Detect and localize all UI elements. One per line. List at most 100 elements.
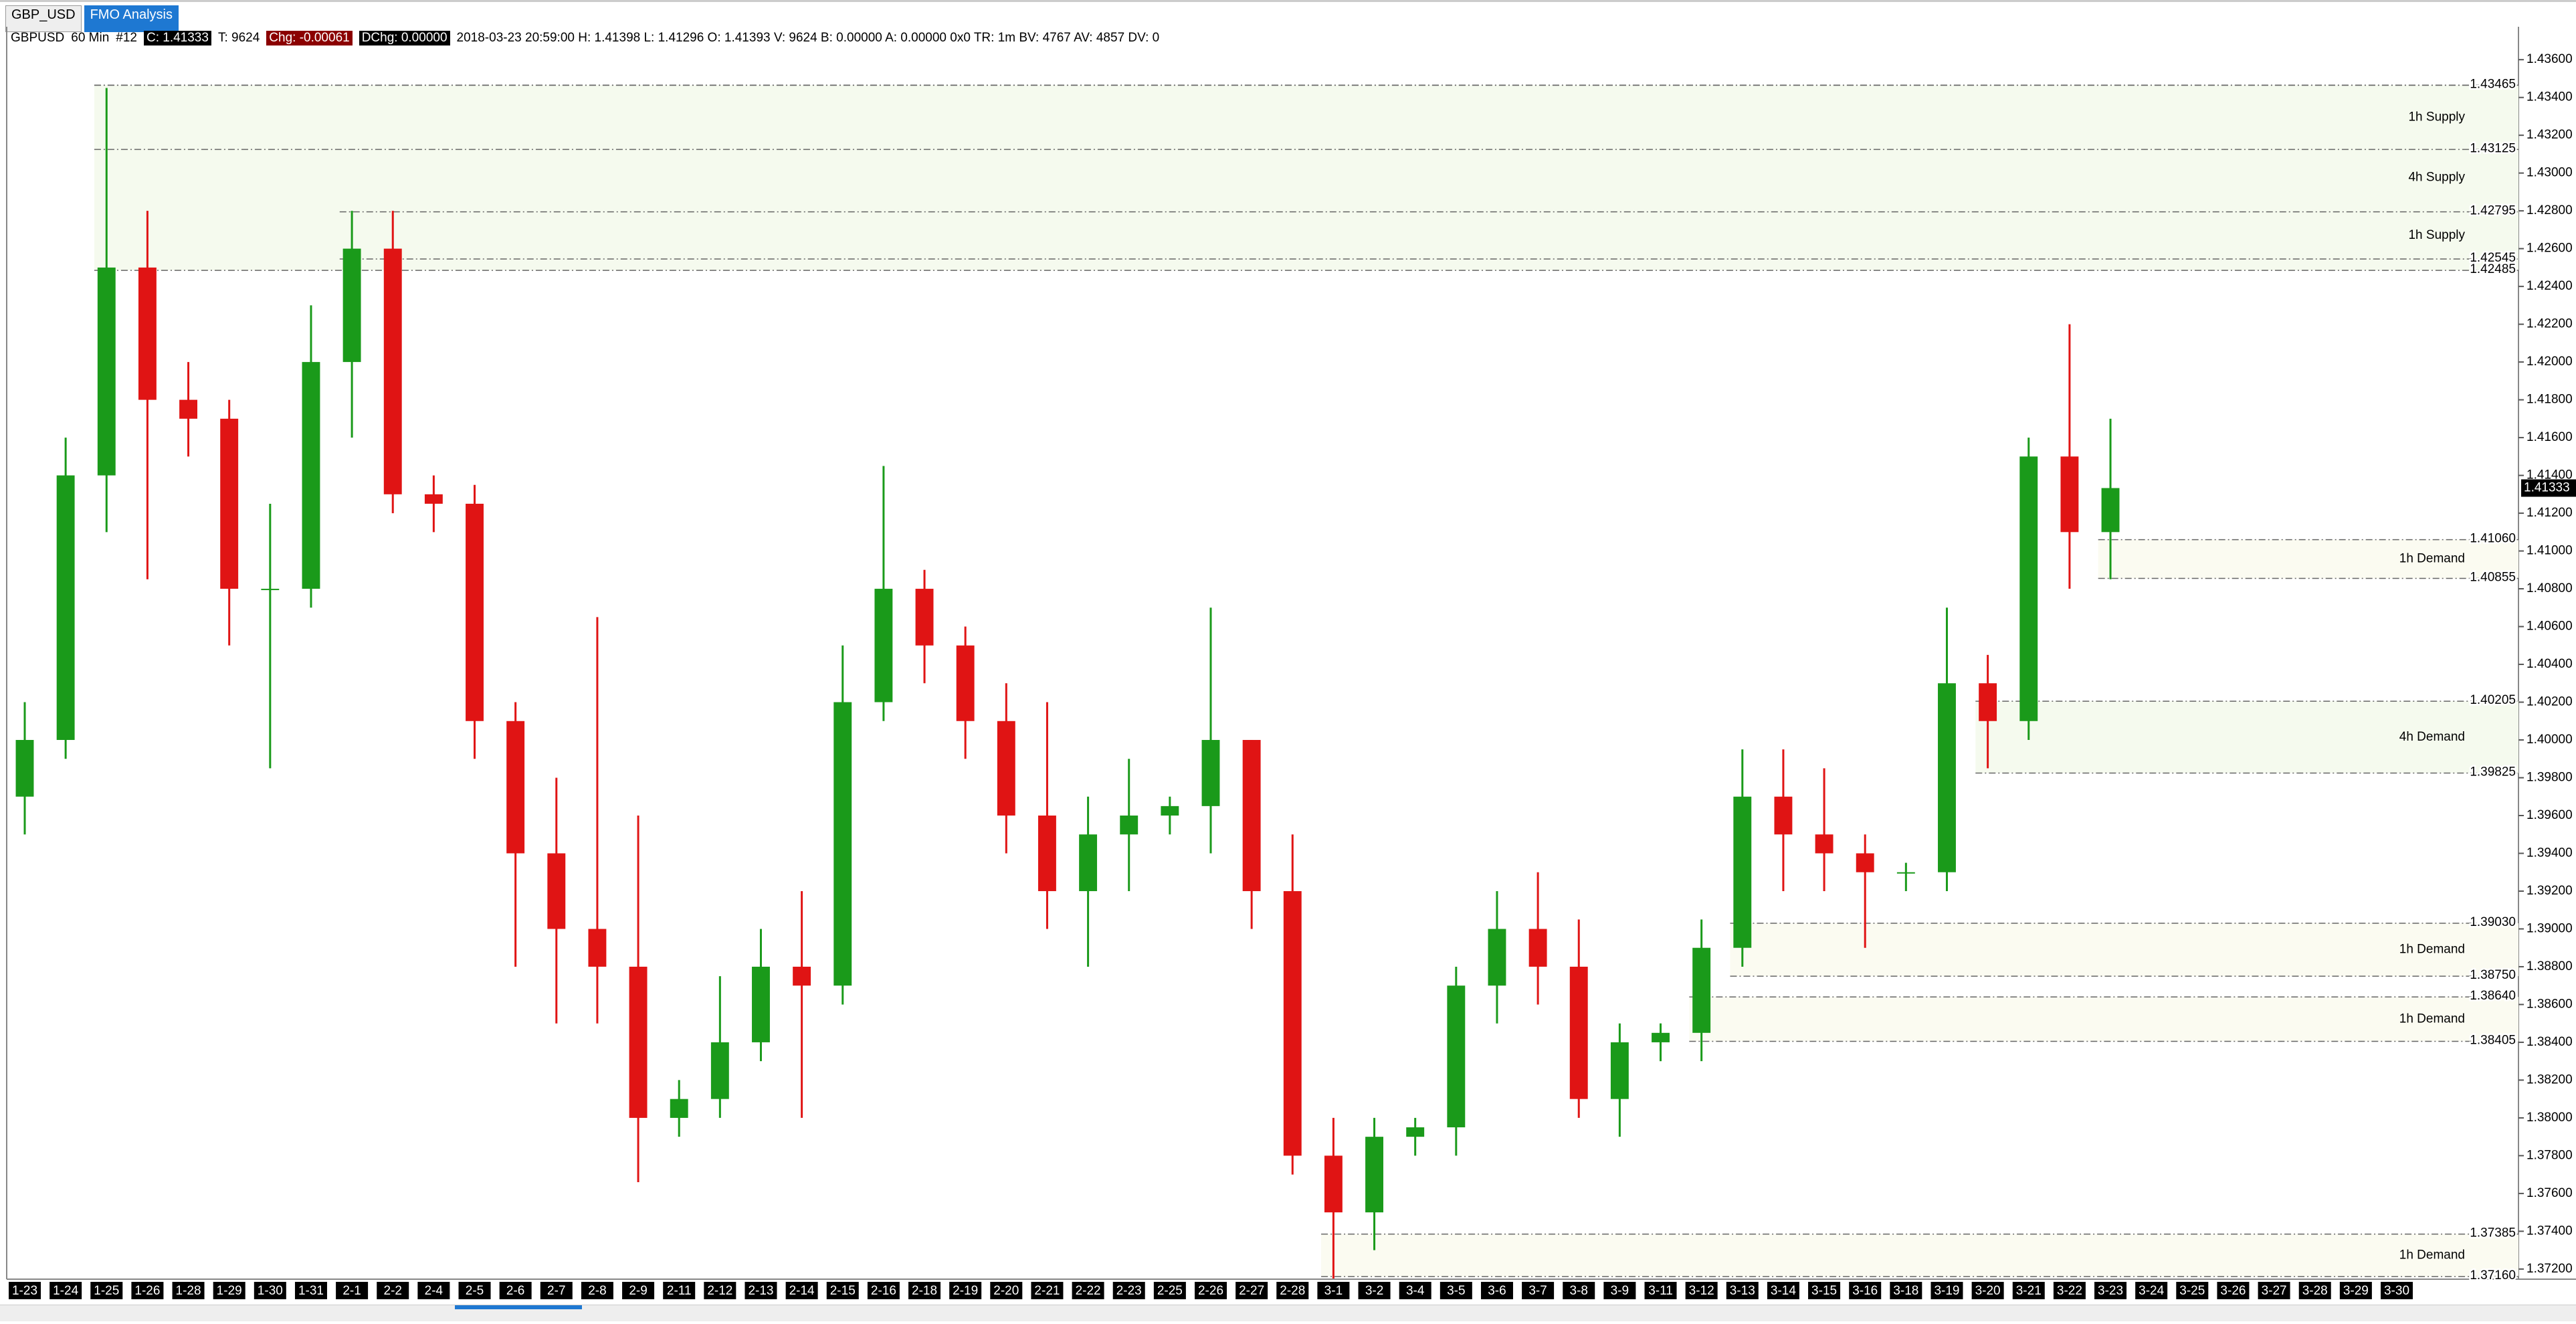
scroll-thumb[interactable] (455, 1305, 582, 1309)
date-label-bg (1317, 1282, 1350, 1299)
date-label-bg (2176, 1282, 2209, 1299)
zone (1321, 1234, 2518, 1277)
date-label: 3-14 (1771, 1284, 1796, 1298)
date-label: 3-26 (2220, 1284, 2246, 1298)
candle-body (179, 399, 198, 419)
candle-body (1242, 740, 1261, 891)
tab-bar: GBP_USD FMO Analysis (0, 0, 179, 32)
date-label: 1-30 (258, 1284, 283, 1298)
y-tick-label: 1.41200 (2527, 506, 2573, 520)
candle-body (1692, 947, 1711, 1033)
date-label-bg (1112, 1282, 1145, 1299)
date-label: 2-6 (506, 1284, 524, 1298)
date-label: 3-29 (2343, 1284, 2369, 1298)
date-label: 2-9 (629, 1284, 647, 1298)
zone-name: 1h Demand (2399, 943, 2465, 957)
date-label-bg (1563, 1282, 1595, 1299)
candle-body (1528, 929, 1547, 967)
y-tick-label: 1.42000 (2527, 355, 2573, 369)
candle-body (670, 1099, 688, 1118)
y-tick-label: 1.37400 (2527, 1224, 2573, 1238)
candle-body (1324, 1155, 1343, 1213)
date-label: 2-4 (425, 1284, 443, 1298)
y-tick-label: 1.39600 (2527, 808, 2573, 822)
candle-body (793, 966, 811, 986)
candle-body (2101, 488, 2120, 533)
candle-body (1569, 966, 1588, 1099)
candle-body (1161, 806, 1179, 816)
date-label-bg (2217, 1282, 2250, 1299)
date-label-bg (294, 1282, 327, 1299)
candle-body (1938, 683, 1956, 872)
y-tick-label: 1.39400 (2527, 846, 2573, 860)
date-label: 3-1 (1324, 1284, 1343, 1298)
date-label: 3-23 (2098, 1284, 2123, 1298)
date-label-bg (2012, 1282, 2045, 1299)
date-label-bg (867, 1282, 900, 1299)
date-label-bg (213, 1282, 245, 1299)
date-label-bg (1685, 1282, 1718, 1299)
date-label-bg (540, 1282, 573, 1299)
date-label-bg (1399, 1282, 1431, 1299)
candle-body (97, 267, 116, 476)
date-label-bg (49, 1282, 82, 1299)
y-tick-label: 1.40000 (2527, 733, 2573, 747)
date-label: 3-7 (1528, 1284, 1547, 1298)
y-tick-label: 1.40600 (2527, 620, 2573, 634)
y-tick-label: 1.42200 (2527, 317, 2573, 331)
zone-level-label: 1.37385 (2470, 1226, 2516, 1240)
date-label-bg (1644, 1282, 1677, 1299)
date-label: 3-25 (2179, 1284, 2205, 1298)
candle-body (302, 362, 320, 589)
candle-body (1733, 796, 1752, 948)
date-label-bg (990, 1282, 1023, 1299)
date-label-bg (417, 1282, 450, 1299)
change: Chg: -0.00061 (266, 31, 353, 45)
date-label: 1-25 (94, 1284, 119, 1298)
date-label-bg (172, 1282, 205, 1299)
candle-body (2019, 456, 2038, 721)
zone-level-label: 1.42485 (2470, 262, 2516, 276)
y-tick-label: 1.38200 (2527, 1072, 2573, 1086)
y-tick-label: 1.42600 (2527, 242, 2573, 256)
zone (94, 85, 2518, 150)
y-tick-label: 1.37600 (2527, 1186, 2573, 1200)
date-label-bg (1153, 1282, 1186, 1299)
y-tick-label: 1.39200 (2527, 884, 2573, 898)
tab[interactable]: FMO Analysis (84, 5, 179, 32)
date-label-bg (254, 1282, 286, 1299)
zone-level-label: 1.39825 (2470, 765, 2516, 779)
date-label: 2-14 (789, 1284, 815, 1298)
candle-body (1447, 985, 1466, 1128)
zone-level-label: 1.42545 (2470, 251, 2516, 265)
date-label: 2-5 (466, 1284, 484, 1298)
zone-level-label: 1.43465 (2470, 77, 2516, 91)
date-label: 1-29 (217, 1284, 242, 1298)
date-label-bg (1930, 1282, 1963, 1299)
date-label: 1-28 (176, 1284, 201, 1298)
zone-name: 1h Demand (2399, 1248, 2465, 1262)
y-tick-label: 1.41600 (2527, 430, 2573, 444)
date-label-bg (704, 1282, 736, 1299)
date-label: 2-2 (384, 1284, 402, 1298)
date-label-bg (499, 1282, 532, 1299)
date-label: 3-19 (1934, 1284, 1959, 1298)
y-tick-label: 1.43600 (2527, 52, 2573, 66)
date-label-bg (1235, 1282, 1268, 1299)
date-label: 2-13 (748, 1284, 773, 1298)
candle-body (383, 248, 402, 494)
date-label: 3-21 (2016, 1284, 2042, 1298)
scrollbar[interactable] (0, 1305, 2576, 1321)
date-label-bg (1276, 1282, 1309, 1299)
zone-name: 4h Demand (2399, 730, 2465, 744)
date-label-bg (1849, 1282, 1882, 1299)
date-label: 3-12 (1689, 1284, 1714, 1298)
tab[interactable]: GBP_USD (5, 5, 82, 32)
candle-body (1488, 929, 1506, 986)
candle-body (220, 418, 239, 589)
zone-level-label: 1.43125 (2470, 141, 2516, 155)
date-label: 3-11 (1648, 1284, 1673, 1298)
candle-body (833, 702, 852, 986)
y-tick-label: 1.41800 (2527, 393, 2573, 407)
